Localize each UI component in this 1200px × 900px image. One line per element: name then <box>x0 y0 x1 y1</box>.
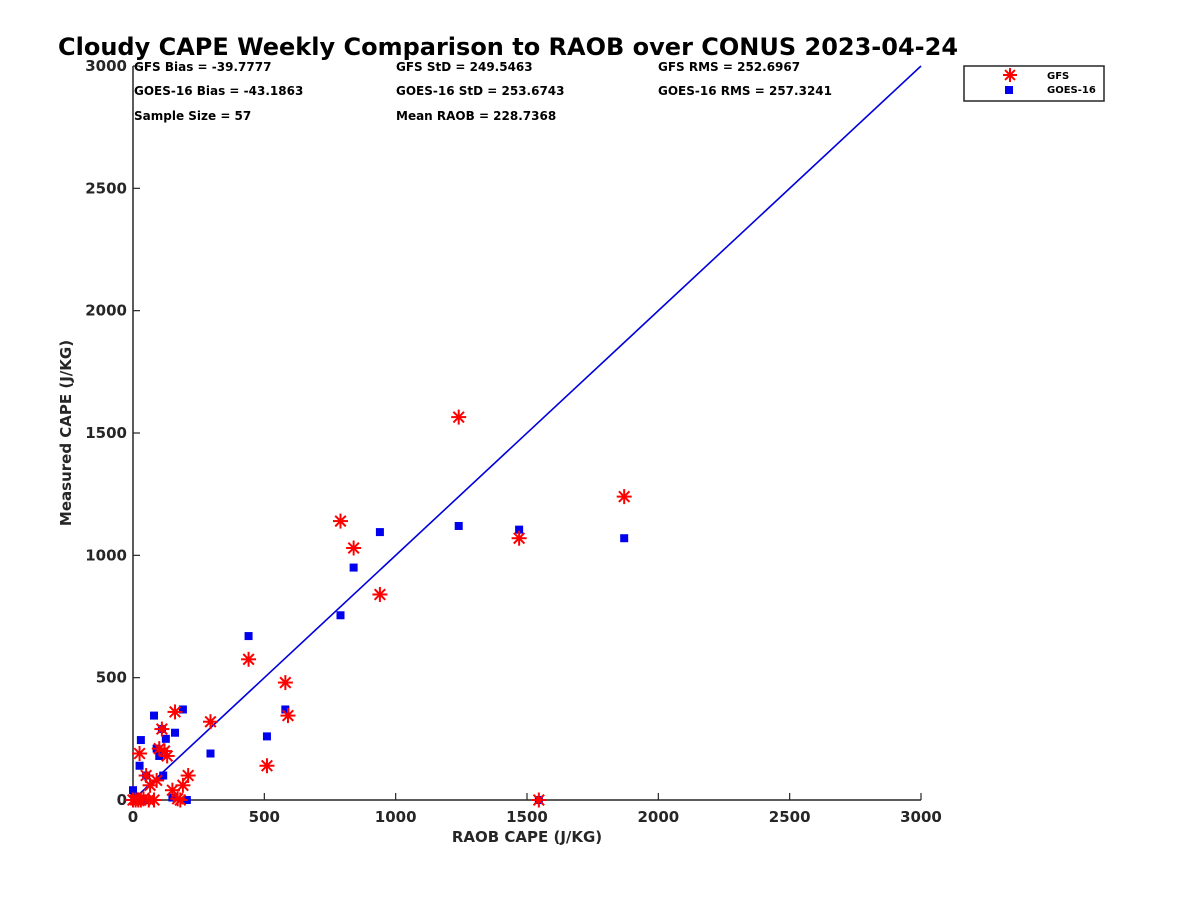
gfs-point <box>167 704 183 720</box>
goes16-point <box>375 528 384 537</box>
goes16-point <box>171 728 180 737</box>
x-tick-label: 1500 <box>506 808 548 826</box>
goes16-point <box>150 711 159 720</box>
mean-raob-text: Mean RAOB = 228.7368 <box>396 109 556 123</box>
gfs-point <box>277 675 293 691</box>
gfs-point <box>372 586 388 602</box>
goes16-point <box>262 732 271 741</box>
gfs-point <box>241 651 257 667</box>
x-axis-label: RAOB CAPE (J/KG) <box>452 828 602 846</box>
x-tick-label: 1000 <box>375 808 417 826</box>
legend-gfs-marker <box>1003 68 1017 82</box>
y-ticks: 0 500 1000 1500 2000 2500 3000 <box>85 57 140 809</box>
y-tick-label: 1000 <box>85 546 127 564</box>
y-axis-label: Measured CAPE (J/KG) <box>57 340 75 526</box>
gfs-point <box>159 748 175 764</box>
stats-block: GFS Bias = -39.7777 GFS StD = 249.5463 G… <box>134 60 832 123</box>
goes16-point <box>349 563 358 572</box>
legend-goes16-marker <box>1005 86 1013 94</box>
goes16-point <box>129 786 137 795</box>
reference-line <box>132 65 922 801</box>
y-tick-label: 1500 <box>85 424 127 442</box>
sample-size-text: Sample Size = 57 <box>134 109 251 123</box>
x-tick-label: 2500 <box>769 808 811 826</box>
series-goes16 <box>129 521 629 804</box>
gfs-point <box>346 540 362 556</box>
y-tick-label: 2000 <box>85 302 127 320</box>
gfs-point <box>333 513 349 529</box>
legend-goes16-square <box>1005 86 1013 94</box>
legend-box <box>963 65 1105 102</box>
goes16-rms-text: GOES-16 RMS = 257.3241 <box>658 84 832 98</box>
chart-title: Cloudy CAPE Weekly Comparison to RAOB ov… <box>58 33 958 61</box>
goes16-point <box>620 534 629 543</box>
legend-goes16-label: GOES-16 <box>1047 85 1096 96</box>
gfs-point <box>132 746 148 762</box>
goes16-point <box>515 525 524 534</box>
gfs-point <box>154 721 170 737</box>
x-tick-label: 500 <box>249 808 280 826</box>
goes16-std-text: GOES-16 StD = 253.6743 <box>396 84 565 98</box>
y-tick-label: 3000 <box>85 57 127 75</box>
y-tick-label: 2500 <box>85 179 127 197</box>
gfs-point <box>531 792 547 808</box>
goes16-point <box>206 749 215 758</box>
gfs-point <box>259 758 275 774</box>
legend-gfs-asterisk <box>1003 68 1017 82</box>
goes16-point <box>178 705 187 714</box>
gfs-point <box>180 768 196 784</box>
gfs-point <box>280 708 296 724</box>
x-tick-label: 2000 <box>637 808 679 826</box>
series-gfs <box>125 409 632 808</box>
goes16-point <box>281 705 290 714</box>
gfs-std-text: GFS StD = 249.5463 <box>396 60 533 74</box>
goes16-point <box>454 521 463 530</box>
y-tick-label: 0 <box>117 791 127 809</box>
gfs-bias-text: GFS Bias = -39.7777 <box>134 60 271 74</box>
y-tick-label: 500 <box>96 669 127 687</box>
gfs-point <box>616 489 632 505</box>
gfs-point <box>172 792 188 808</box>
one-to-one-line <box>132 65 922 801</box>
gfs-point <box>149 772 165 788</box>
gfs-point <box>511 530 527 546</box>
legend-gfs-label: GFS <box>1047 71 1069 82</box>
gfs-rms-text: GFS RMS = 252.6967 <box>658 60 800 74</box>
gfs-point <box>146 792 162 808</box>
goes16-point <box>136 736 145 745</box>
goes16-point <box>244 632 253 641</box>
legend: GFS GOES-16 <box>963 65 1105 102</box>
x-ticks: 0 500 1000 1500 2000 2500 3000 <box>128 793 942 826</box>
gfs-point <box>202 714 218 730</box>
goes16-point <box>161 734 170 743</box>
goes16-point <box>159 771 168 780</box>
goes16-point <box>135 761 144 770</box>
gfs-point <box>164 782 180 798</box>
gfs-point <box>451 409 467 425</box>
x-tick-label: 0 <box>128 808 138 826</box>
goes16-bias-text: GOES-16 Bias = -43.1863 <box>134 84 303 98</box>
goes16-point <box>336 611 345 620</box>
x-tick-label: 3000 <box>900 808 942 826</box>
